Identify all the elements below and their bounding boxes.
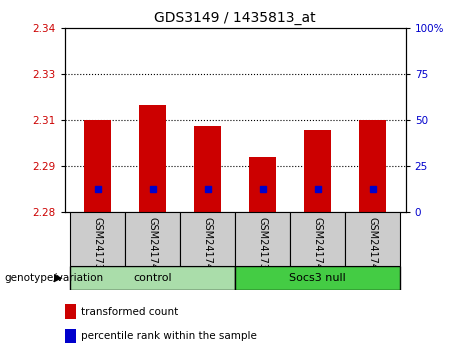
Bar [359,120,386,212]
Text: ▶: ▶ [54,273,62,283]
Text: percentile rank within the sample: percentile rank within the sample [81,331,257,341]
Bar [235,212,290,266]
Bar [70,212,125,266]
Text: GSM241740: GSM241740 [148,217,158,276]
Title: GDS3149 / 1435813_at: GDS3149 / 1435813_at [154,11,316,24]
Text: transformed count: transformed count [81,307,178,316]
Bar [249,157,277,212]
Text: GSM241738: GSM241738 [93,217,102,276]
Bar [345,212,400,266]
Text: GSM241739: GSM241739 [258,217,268,276]
Bar [139,105,166,212]
Text: genotype/variation: genotype/variation [5,273,104,283]
Text: GSM241741: GSM241741 [313,217,323,276]
Text: control: control [133,273,172,283]
Text: GSM241742: GSM241742 [202,217,213,276]
Bar [290,212,345,266]
Bar [70,266,235,290]
Bar [125,212,180,266]
Bar [84,120,111,212]
Bar [235,266,400,290]
Text: GSM241743: GSM241743 [368,217,378,276]
Text: Socs3 null: Socs3 null [289,273,346,283]
Bar [304,130,331,212]
Bar [180,212,235,266]
Bar [194,126,221,212]
